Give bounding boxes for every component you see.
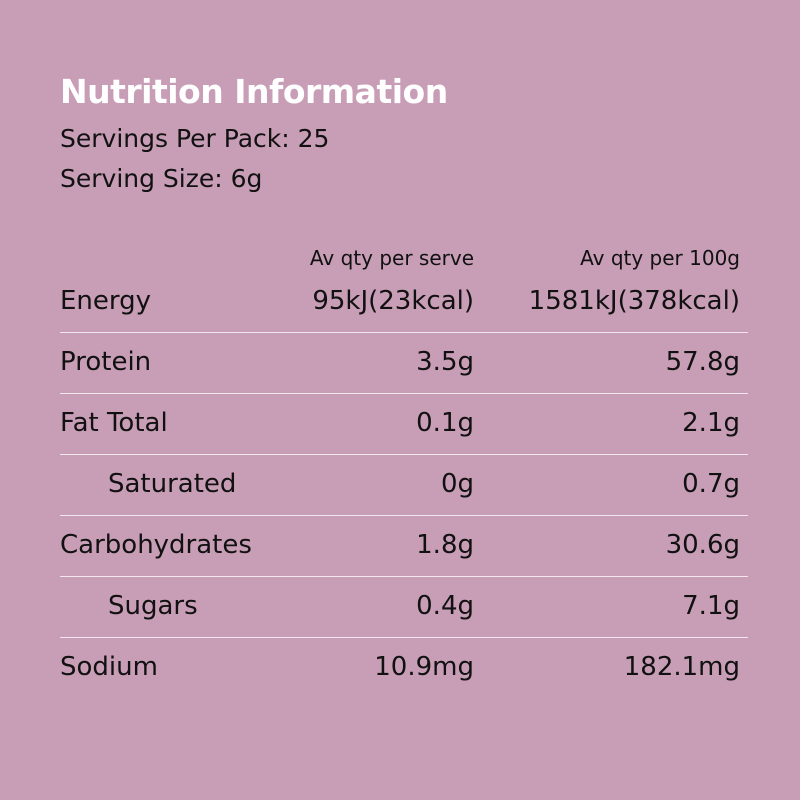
nutrient: Carbohydrates [60,530,252,560]
value: 10.9mg [374,652,474,682]
nutrient: Saturated [108,469,237,499]
value: 0.7g [682,469,740,499]
value: 1.8g [416,530,474,560]
title: Nutrition Information [60,72,448,111]
nutrient: Energy [60,286,152,316]
nutrient: Sodium [60,652,158,682]
value: 0g [440,469,474,499]
value: 0.1g [416,408,474,438]
table-row: Fat Total 0.1g 2.1g [60,394,748,455]
column-header: Av qty per 100g [580,246,740,270]
value: 95kJ(23kcal) [312,286,474,316]
value: 1581kJ(378kcal) [528,286,740,316]
nutrient: Protein [60,347,152,377]
value: 57.8g [665,347,740,377]
value: 3.5g [416,347,474,377]
nutrient: Fat Total [60,408,168,438]
value: 30.6g [665,530,740,560]
table-row: Energy 95kJ(23kcal) 1581kJ(378kcal) [60,272,748,333]
value: 0.4g [416,591,474,621]
servings: Servings Per Pack: 25 [60,124,330,153]
table-row: Sugars 0.4g 7.1g [60,577,748,638]
value: 7.1g [682,591,740,621]
value: 2.1g [682,408,740,438]
column-header: Av qty per serve [309,246,474,270]
table-row: Sodium 10.9mg 182.1mg [60,638,748,698]
panel: Nutrition Information Servings Per Pack:… [60,72,748,682]
table-row: Carbohydrates 1.8g 30.6g [60,516,748,577]
nutrient: Sugars [108,591,198,621]
table-row: Protein 3.5g 57.8g [60,333,748,394]
table-row: Saturated 0g 0.7g [60,455,748,516]
serving-size: Serving Size: 6g [60,164,263,193]
value: 182.1mg [623,652,740,682]
